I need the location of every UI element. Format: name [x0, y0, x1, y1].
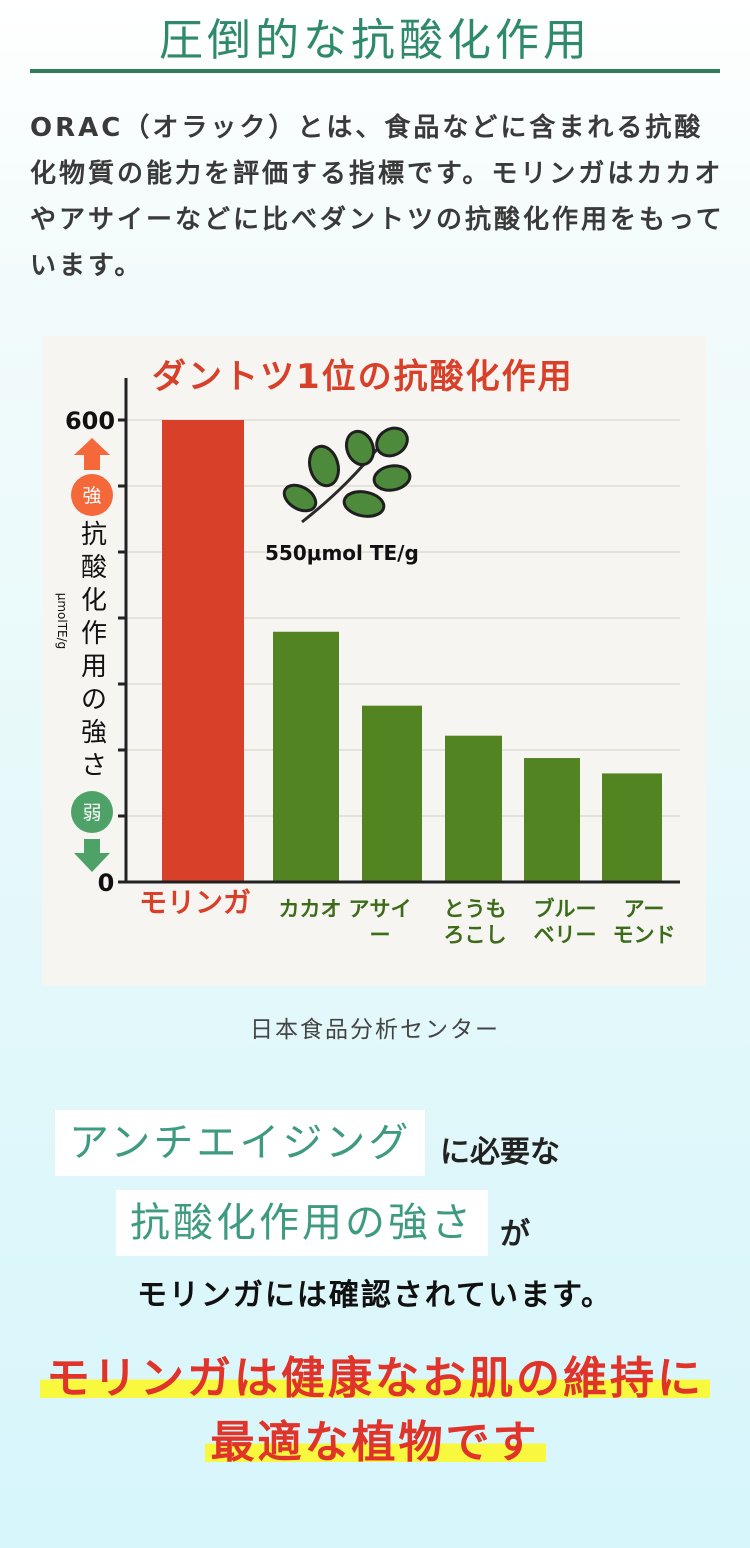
category-label: モンド	[613, 923, 676, 947]
intro-paragraph: ORAC（オラック）とは、食品などに含まれる抗酸化物質の能力を評価する指標です。…	[30, 113, 725, 281]
category-label: アサイ	[349, 897, 412, 921]
bar	[445, 735, 502, 882]
y-axis-ticks	[118, 418, 126, 884]
y-tick-label-max: 600	[65, 407, 115, 435]
down-arrow-icon	[74, 839, 110, 872]
category-label: ベリー	[534, 923, 597, 947]
y-axis-label-char: 強	[81, 718, 107, 748]
message-text-1: に必要な	[440, 1135, 560, 1170]
strong-badge	[71, 474, 113, 516]
strong-label: 強	[82, 485, 101, 507]
y-axis-label-char: さ	[81, 751, 107, 781]
y-axis-label-char: の	[81, 685, 107, 715]
moringa-leaf-icon	[282, 426, 412, 524]
y-axis-unit: μmolTE/g	[55, 593, 69, 650]
y-axis-label-char: 抗	[81, 520, 107, 550]
title-underline	[30, 69, 720, 73]
category-label: モリンガ	[139, 886, 251, 919]
category-label: ブルー	[534, 897, 597, 921]
up-arrow-icon	[74, 438, 110, 470]
emphasis-line-1: モリンガは健康なお肌の維持に	[0, 1342, 750, 1406]
chart-title: ダントツ1位の抗酸化作用	[152, 357, 574, 397]
chart-bars	[162, 420, 662, 882]
bar	[362, 705, 422, 882]
highlight-antioxidant-strength: 抗酸化作用の強さ	[116, 1190, 488, 1256]
bar	[162, 420, 244, 882]
y-axis-label: 抗酸化作用の強さ	[81, 520, 107, 781]
category-label: ろこし	[444, 923, 507, 947]
category-label: アー	[624, 897, 665, 921]
y-axis-label-char: 作	[81, 619, 107, 649]
bar	[524, 758, 580, 882]
category-label: ー	[370, 923, 391, 947]
emphasis-line-2: 最適な植物です	[0, 1406, 750, 1470]
y-axis-label-char: 化	[81, 586, 107, 616]
highlight-anti-aging: アンチエイジング	[55, 1110, 426, 1176]
weak-badge	[71, 791, 113, 833]
orac-chart: ダントツ1位の抗酸化作用 モリンガ カカオ アサイー とうも ろこし ブルー ベリー アー モン…	[42, 336, 706, 986]
emphasis-text-1: モリンガは健康なお肌の維持に	[40, 1353, 710, 1404]
y-axis-label-char: 酸	[81, 553, 107, 583]
y-tick-label-min: 0	[98, 869, 115, 897]
chart-annotation: 550μmol TE/g	[265, 541, 419, 565]
weak-label: 弱	[82, 802, 101, 824]
message-text-3: モリンガには確認されています。	[136, 1278, 614, 1313]
bar	[602, 773, 662, 882]
message-text-2: が	[500, 1217, 530, 1252]
page-title: 圧倒的な抗酸化作用	[159, 15, 591, 66]
y-axis-label-char: 用	[81, 652, 107, 682]
data-source: 日本食品分析センター	[250, 1017, 500, 1043]
category-label: カカオ	[279, 897, 342, 921]
emphasis-text-2: 最適な植物です	[204, 1417, 546, 1468]
category-label: とうも	[444, 897, 507, 921]
bar	[273, 631, 339, 882]
